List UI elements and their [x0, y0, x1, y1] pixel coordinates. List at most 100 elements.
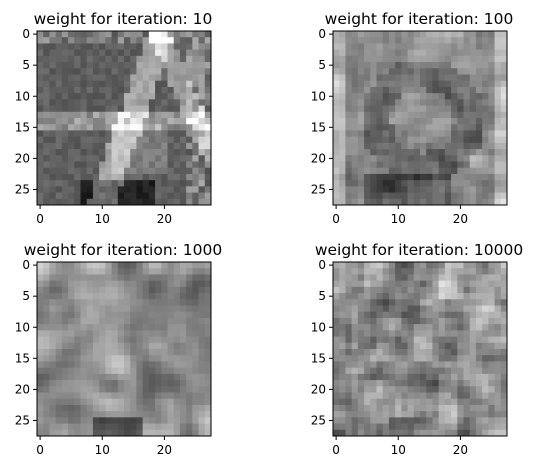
heatmap-cell: [469, 324, 477, 331]
heatmap-cell: [86, 192, 94, 200]
heatmap-cell: [74, 299, 81, 306]
heatmap-cell: [68, 111, 75, 119]
heatmap-cell: [444, 293, 452, 300]
heatmap-cell: [457, 386, 464, 393]
heatmap-cell: [86, 118, 94, 125]
heatmap-cell: [49, 417, 57, 424]
heatmap-cell: [49, 355, 57, 362]
heatmap-cell: [86, 167, 94, 175]
heatmap-cell: [92, 355, 100, 362]
heatmap-cell: [173, 173, 181, 181]
heatmap-cell: [37, 311, 44, 319]
heatmap-cell: [136, 55, 144, 63]
heatmap-cell: [105, 93, 112, 100]
heatmap-cell: [167, 186, 175, 193]
heatmap-cell: [432, 142, 440, 150]
heatmap-cell: [99, 43, 106, 51]
heatmap-cell: [451, 355, 458, 362]
heatmap-cell: [339, 31, 346, 38]
heatmap-cell: [80, 167, 88, 175]
heatmap-cell: [49, 429, 57, 437]
heatmap-cell: [186, 49, 193, 57]
heatmap-cell: [142, 186, 150, 193]
heatmap-cell: [475, 311, 483, 319]
heatmap-cell: [413, 380, 421, 387]
heatmap-cell: [161, 293, 168, 300]
heatmap-cell: [161, 49, 168, 57]
heatmap-cell: [382, 31, 390, 38]
heatmap-cell: [488, 80, 495, 88]
heatmap-cell: [494, 142, 502, 150]
heatmap-cell: [173, 386, 181, 393]
heatmap-cell: [333, 49, 340, 57]
heatmap-cell: [86, 280, 94, 288]
heatmap-cell: [186, 111, 193, 119]
heatmap-cell: [68, 149, 75, 156]
heatmap-cell: [395, 392, 402, 400]
heatmap-cell: [68, 99, 75, 106]
heatmap-cell: [388, 74, 396, 82]
heatmap-cell: [494, 167, 502, 175]
heatmap-cell: [469, 380, 477, 387]
heatmap-cell: [124, 62, 131, 69]
heatmap-cell: [488, 167, 495, 175]
heatmap-cell: [68, 31, 75, 38]
heatmap-cell: [370, 68, 377, 75]
heatmap-cell: [136, 324, 144, 331]
heatmap-cell: [111, 280, 119, 288]
heatmap-cell: [426, 43, 433, 51]
heatmap-cell: [92, 55, 100, 63]
heatmap-cell: [204, 155, 212, 162]
heatmap-cell: [37, 386, 44, 393]
heatmap-cell: [142, 49, 150, 57]
heatmap-cell: [167, 86, 175, 94]
heatmap-cell: [469, 299, 477, 306]
heatmap-cell: [61, 336, 69, 344]
heatmap-cell: [204, 31, 212, 38]
heatmap-cell: [469, 317, 477, 325]
heatmap-cell: [388, 111, 396, 119]
heatmap-cell: [420, 423, 427, 431]
heatmap-cell: [432, 423, 440, 431]
heatmap-cell: [74, 37, 81, 44]
heatmap-cell: [37, 305, 44, 313]
heatmap-cell: [426, 37, 433, 44]
heatmap-cell: [370, 149, 377, 156]
heatmap-cell: [92, 411, 100, 418]
heatmap-cell: [130, 192, 137, 200]
heatmap-cell: [444, 180, 452, 187]
heatmap-cell: [413, 355, 421, 362]
heatmap-cell: [111, 142, 119, 150]
heatmap-cell: [351, 55, 359, 63]
heatmap-cell: [388, 31, 396, 38]
heatmap-cell: [488, 31, 495, 38]
heatmap-cell: [61, 124, 69, 131]
heatmap-cell: [198, 311, 206, 319]
heatmap-cell: [339, 361, 346, 369]
heatmap-cell: [173, 411, 181, 418]
heatmap-cell: [186, 274, 193, 282]
heatmap-cell: [370, 173, 377, 181]
heatmap-cell: [136, 423, 144, 431]
heatmap-cell: [49, 161, 57, 169]
heatmap-cell: [457, 180, 464, 187]
heatmap-cell: [420, 411, 427, 418]
heatmap-cell: [463, 274, 471, 282]
heatmap-cell: [482, 167, 489, 175]
heatmap-cell: [364, 299, 371, 306]
heatmap-cell: [142, 43, 150, 51]
heatmap-cell: [43, 305, 50, 313]
heatmap-cell: [426, 268, 433, 275]
heatmap-cell: [68, 305, 75, 313]
heatmap-cell: [179, 373, 187, 381]
heatmap-cell: [167, 118, 175, 125]
heatmap-cell: [80, 105, 88, 113]
heatmap-cell: [179, 118, 187, 125]
heatmap-cell: [395, 49, 402, 57]
heatmap-cell: [92, 268, 100, 275]
heatmap-cell: [401, 105, 408, 113]
heatmap-cell: [55, 317, 63, 325]
heatmap-cell: [167, 49, 175, 57]
heatmap-cell: [148, 198, 156, 206]
heatmap-cell: [148, 361, 156, 369]
